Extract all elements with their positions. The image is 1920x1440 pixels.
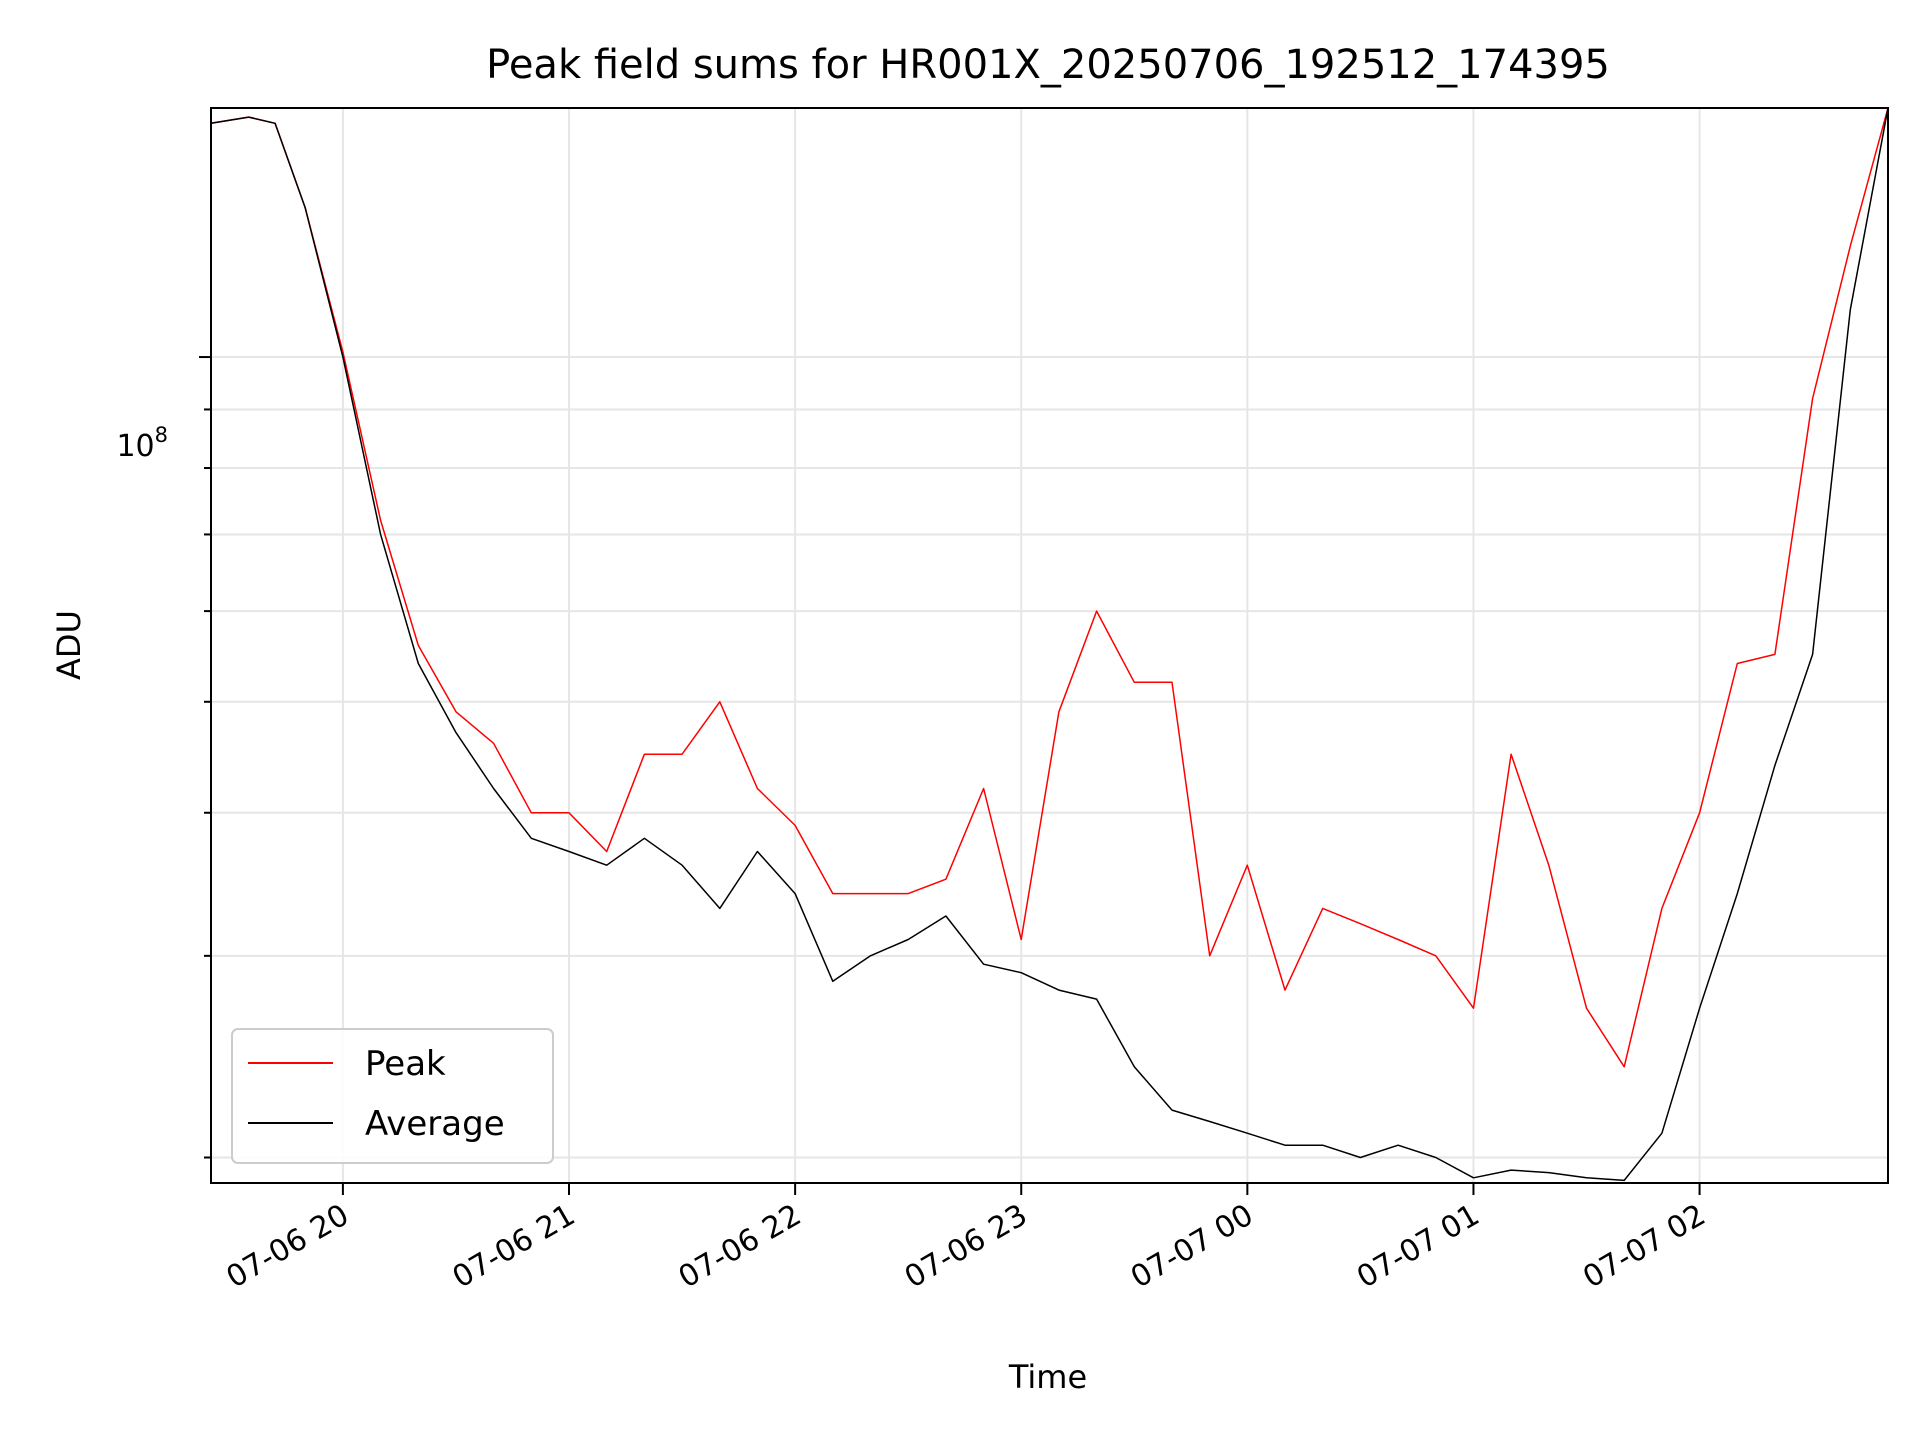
grid (211, 108, 1888, 1183)
series-line-peak (210, 107, 1889, 1068)
x-axis-label: Time (1008, 1358, 1087, 1396)
legend-label-peak: Peak (365, 1044, 446, 1084)
legend-label-average: Average (365, 1104, 505, 1144)
series-line-average (210, 107, 1889, 1182)
legend: Peak Average (231, 1028, 554, 1164)
chart-title: Peak field sums for HR001X_20250706_1925… (486, 42, 1610, 88)
series-layer (210, 107, 1889, 1182)
y-tick-label-1e8: 108 (116, 423, 168, 464)
y-axis: 108 (116, 356, 211, 1159)
y-axis-label: ADU (50, 610, 88, 680)
plot-frame (210, 107, 1889, 1184)
